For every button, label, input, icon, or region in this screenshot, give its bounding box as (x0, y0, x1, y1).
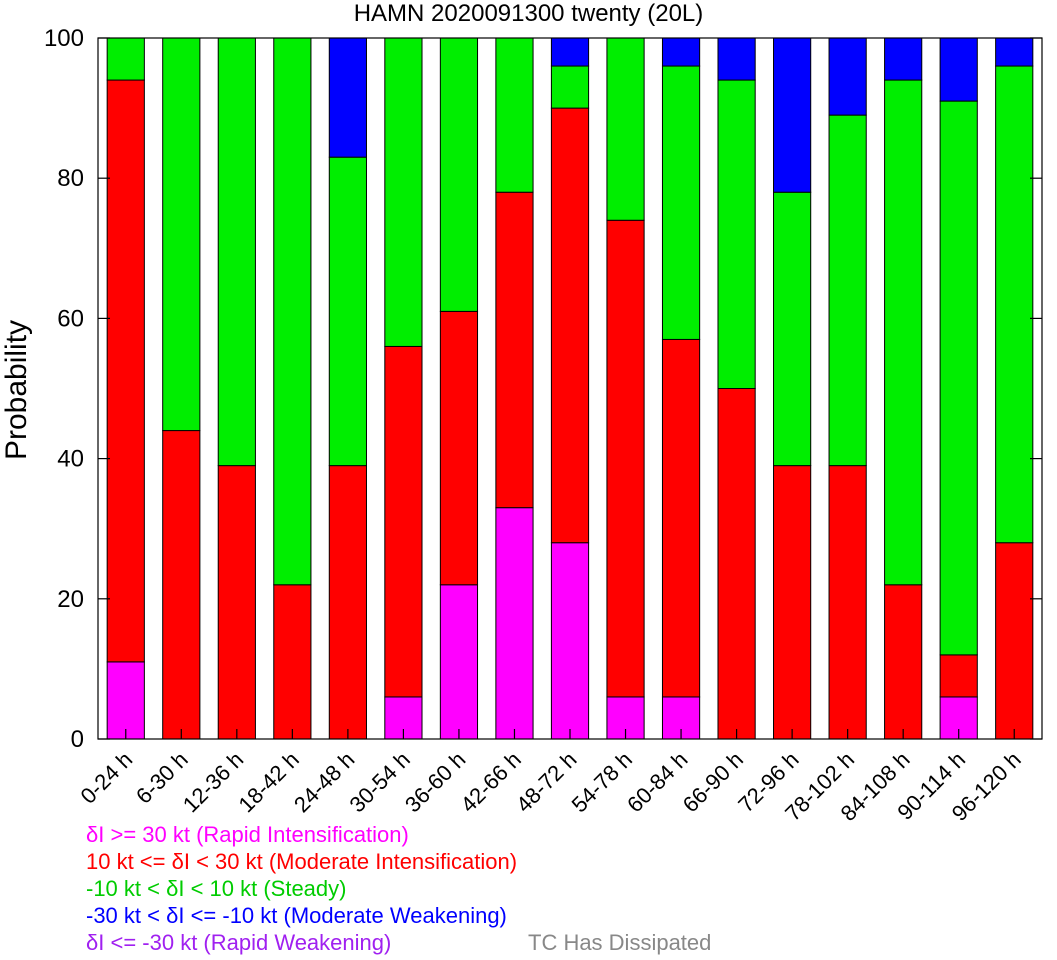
x-tick-label: 30-54 h (345, 747, 415, 817)
y-tick-label: 80 (57, 165, 84, 192)
x-tick-label: 54-78 h (567, 747, 637, 817)
bar-segment-84-108h-s3 (884, 37, 923, 81)
bar-segment-12-36h-s1 (217, 465, 256, 740)
x-tick-label: 42-66 h (456, 747, 526, 817)
bar-segment-36-60h-s2 (439, 37, 479, 312)
bar-segment-36-60h-s0 (439, 584, 479, 740)
bar-segment-24-48h-s3 (328, 37, 367, 158)
bar-segment-6-30h-s2 (162, 37, 201, 432)
bar-segment-78-102h-s1 (828, 465, 867, 740)
bar-segment-12-36h-s2 (217, 37, 256, 467)
legend-item-rapid-intensification: δI >= 30 kt (Rapid Intensification) (86, 822, 409, 847)
bar-segment-84-108h-s2 (884, 79, 923, 586)
bar-segment-24-48h-s2 (328, 156, 367, 467)
legend-item-tc-dissipated: TC Has Dissipated (528, 930, 712, 955)
bar-segment-48-72h-s3 (550, 37, 590, 67)
bar-segment-72-96h-s2 (773, 191, 812, 467)
bar-segment-66-90h-s1 (717, 388, 756, 740)
y-tick-label: 40 (57, 446, 84, 473)
y-tick-label: 0 (71, 726, 84, 753)
bar-segment-0-24h-s2 (106, 37, 145, 81)
bar-segment-96-120h-s1 (995, 542, 1034, 740)
y-tick-label: 60 (57, 305, 84, 332)
y-axis-label: Probability (0, 320, 33, 460)
bar-segment-24-48h-s1 (328, 465, 367, 740)
x-tick-label: 36-60 h (400, 747, 470, 817)
bar-segment-6-30h-s1 (162, 430, 201, 740)
legend-item-rapid-weakening: δI <= -30 kt (Rapid Weakening) (86, 930, 392, 955)
bar-segment-18-42h-s1 (273, 584, 312, 740)
bar-segment-42-66h-s1 (495, 191, 534, 509)
bar-segment-42-66h-s2 (495, 37, 534, 193)
bar-segment-78-102h-s3 (828, 37, 867, 116)
y-tick-label: 100 (44, 25, 84, 52)
x-tick-label: 48-72 h (511, 747, 581, 817)
bar-segment-66-90h-s2 (717, 79, 756, 389)
bar-segment-18-42h-s2 (273, 37, 312, 586)
bar-segment-0-24h-s0 (106, 661, 145, 740)
bar-segment-66-90h-s3 (717, 37, 756, 81)
bar-segment-78-102h-s2 (828, 114, 867, 467)
legend-item-moderate-weakening: -30 kt < δI <= -10 kt (Moderate Weakenin… (86, 903, 507, 928)
bar-segment-30-54h-s1 (384, 345, 423, 698)
bar-segment-60-84h-s3 (661, 37, 701, 67)
legend-item-moderate-intensification: 10 kt <= δI < 30 kt (Moderate Intensific… (86, 849, 518, 874)
bar-segment-30-54h-s2 (384, 37, 423, 347)
bar-segment-90-114h-s2 (939, 100, 978, 656)
x-tick-label: 24-48 h (289, 747, 359, 817)
x-tick-label: 12-36 h (178, 747, 248, 817)
bar-segment-48-72h-s1 (550, 107, 590, 544)
bar-segment-72-96h-s3 (773, 37, 812, 193)
bar-segment-36-60h-s1 (439, 310, 479, 586)
bar-segment-60-84h-s2 (661, 65, 701, 340)
y-tick-label: 20 (57, 586, 84, 613)
bar-segment-90-114h-s1 (939, 654, 978, 698)
bar-segment-0-24h-s1 (106, 79, 145, 663)
bar-segment-54-78h-s2 (606, 37, 645, 221)
bar-segment-42-66h-s0 (495, 507, 534, 740)
bar-segment-84-108h-s1 (884, 584, 923, 740)
x-tick-label: 66-90 h (678, 747, 748, 817)
chart-title: HAMN 2020091300 twenty (20L) (353, 0, 704, 27)
bar-segment-96-120h-s3 (995, 37, 1034, 67)
x-tick-label: 18-42 h (233, 747, 303, 817)
legend-item-steady: -10 kt < δI < 10 kt (Steady) (86, 876, 347, 901)
bar-segment-90-114h-s3 (939, 37, 978, 102)
bar-segment-54-78h-s1 (606, 219, 645, 698)
bar-segment-60-84h-s1 (661, 338, 701, 698)
x-tick-label: 60-84 h (622, 747, 692, 817)
x-tick-label: 0-24 h (76, 747, 138, 809)
bar-segment-48-72h-s0 (550, 542, 590, 740)
bar-segment-96-120h-s2 (995, 65, 1034, 544)
bar-segment-72-96h-s1 (773, 465, 812, 740)
bar-segment-48-72h-s2 (550, 65, 590, 109)
